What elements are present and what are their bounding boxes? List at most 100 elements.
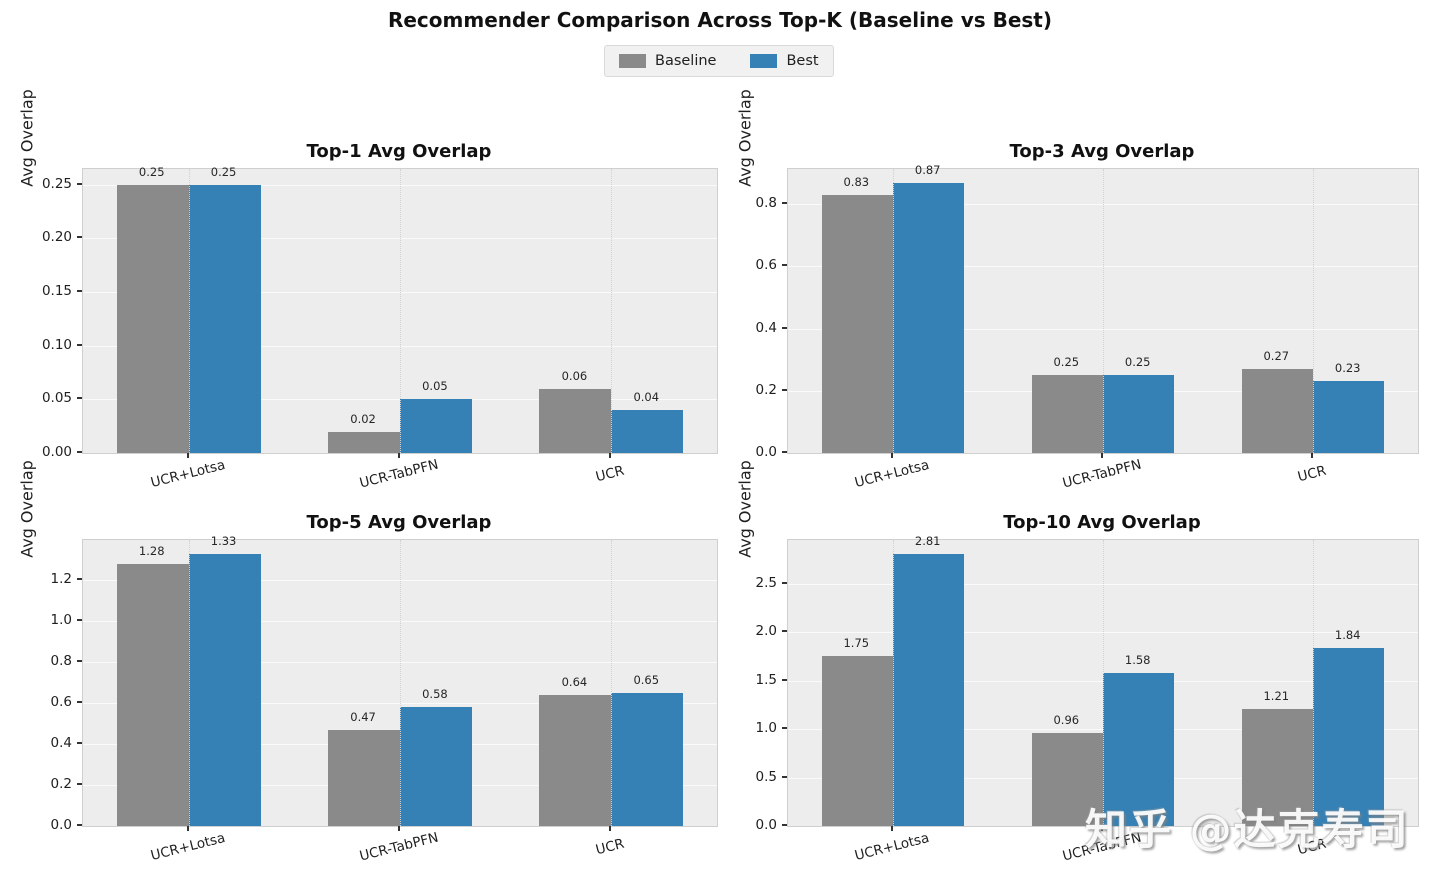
y-tick-label: 1.2 [50, 571, 72, 588]
y-axis-label: Avg Overlap [17, 89, 37, 187]
bar-value-label: 0.25 [138, 164, 165, 179]
y-tick-mark [782, 824, 787, 826]
bar-baseline [1241, 369, 1313, 453]
y-tick-mark [77, 701, 82, 704]
bar-best [611, 410, 684, 453]
bar-best [611, 692, 684, 826]
bar-value-label: 0.58 [422, 687, 448, 702]
y-tick-mark [77, 660, 82, 663]
y-tick-label: 0.05 [41, 390, 72, 407]
bar-value-label: 0.96 [1053, 712, 1080, 727]
best-swatch-icon [750, 54, 778, 68]
y-tick-label: 0.4 [50, 735, 72, 752]
y-tick-mark [77, 236, 82, 239]
y-axis-label: Avg Overlap [17, 460, 37, 558]
y-tick-label: 1.0 [50, 612, 72, 629]
baseline-swatch-icon [619, 54, 646, 68]
bar-value-label: 0.47 [350, 709, 376, 724]
gridline-vertical [1103, 169, 1104, 453]
gridline-vertical [893, 169, 894, 453]
legend-item-best: Best [750, 53, 819, 69]
bar-value-label: 1.58 [1124, 652, 1151, 667]
x-tick-mark [609, 453, 612, 458]
y-tick-mark [77, 783, 82, 786]
watermark: 知乎 @达克寿司 [1085, 805, 1410, 854]
y-tick-label: 0.0 [50, 817, 72, 833]
y-tick-label: 0.5 [755, 768, 777, 785]
bar-baseline [328, 729, 400, 826]
bar-baseline [116, 184, 189, 453]
y-tick-mark [77, 343, 82, 346]
plot-area [82, 539, 718, 827]
bar-best [1313, 381, 1385, 453]
y-tick-label: 0.2 [50, 776, 72, 793]
bar-value-label: 1.84 [1334, 627, 1361, 642]
y-tick-mark [782, 678, 787, 681]
x-tick-mark [1101, 826, 1103, 831]
bar-baseline [539, 694, 612, 826]
bar-value-label: 0.23 [1334, 361, 1361, 376]
x-tick-mark [1311, 453, 1313, 458]
plot-area [787, 168, 1419, 454]
bar-baseline [116, 563, 189, 826]
bar-best [400, 399, 472, 453]
y-tick-label: 0.6 [50, 694, 72, 711]
y-tick-label: 0.2 [755, 381, 777, 398]
y-tick-label: 2.0 [755, 623, 777, 640]
bar-value-label: 0.02 [350, 411, 376, 426]
y-tick-mark [782, 581, 787, 584]
y-tick-mark [77, 451, 82, 453]
x-tick-mark [609, 826, 612, 831]
bar-best [1103, 672, 1175, 826]
y-tick-mark [77, 578, 82, 581]
y-tick-mark [782, 326, 787, 329]
y-tick-mark [77, 397, 82, 400]
y-tick-label: 0.6 [755, 257, 777, 274]
bar-value-label: 0.65 [633, 672, 660, 687]
bar-value-label: 2.81 [914, 533, 941, 548]
subplot-title: Top-10 Avg Overlap [1003, 512, 1201, 533]
y-tick-mark [782, 451, 787, 453]
bar-baseline [821, 194, 893, 453]
y-tick-mark [782, 775, 787, 778]
y-tick-mark [782, 388, 787, 391]
gridline-vertical [1313, 540, 1314, 826]
y-tick-mark [77, 619, 82, 622]
y-tick-label: 0.8 [50, 653, 72, 670]
gridline-vertical [400, 540, 401, 826]
x-tick-mark [186, 453, 189, 458]
bar-value-label: 0.87 [914, 162, 941, 177]
y-tick-mark [77, 182, 82, 185]
y-tick-mark [782, 727, 787, 730]
subplot-top1: Top-1 Avg Overlap Avg Overlap 0.00 0.05 0.… [0, 89, 730, 518]
gridline-vertical [188, 540, 190, 826]
bar-baseline [328, 431, 400, 453]
y-axis-label: Avg Overlap [735, 460, 755, 558]
y-tick-mark [77, 290, 82, 292]
x-tick-mark [186, 826, 189, 831]
bar-value-label: 1.33 [210, 533, 237, 548]
legend-item-baseline: Baseline [619, 53, 716, 69]
bar-best [893, 553, 965, 826]
bar-value-label: 0.83 [843, 174, 870, 189]
y-tick-mark [77, 742, 82, 745]
bar-value-label: 0.64 [561, 674, 588, 689]
bar-best [893, 182, 965, 453]
subplot-title: Top-5 Avg Overlap [306, 512, 492, 533]
subplot-top5: Top-5 Avg Overlap Avg Overlap 0.0 0.2 0.4 0… [0, 460, 730, 886]
y-tick-label: 0.15 [41, 283, 72, 299]
bar-value-label: 1.28 [138, 543, 165, 558]
gridline-vertical [893, 540, 894, 826]
bar-best [188, 553, 261, 826]
legend-label-baseline: Baseline [655, 53, 717, 69]
y-tick-label: 1.5 [755, 671, 777, 688]
bar-value-label: 0.25 [1053, 355, 1080, 370]
figure-title: Recommender Comparison Across Top-K (Bas… [387, 8, 1053, 32]
x-tick-mark [891, 453, 893, 458]
bar-value-label: 0.25 [210, 164, 237, 179]
bar-best [1313, 647, 1385, 826]
bar-best [400, 707, 472, 826]
bar-best [1103, 375, 1175, 453]
y-tick-label: 0.0 [755, 817, 777, 833]
bar-value-label: 0.05 [422, 379, 448, 394]
